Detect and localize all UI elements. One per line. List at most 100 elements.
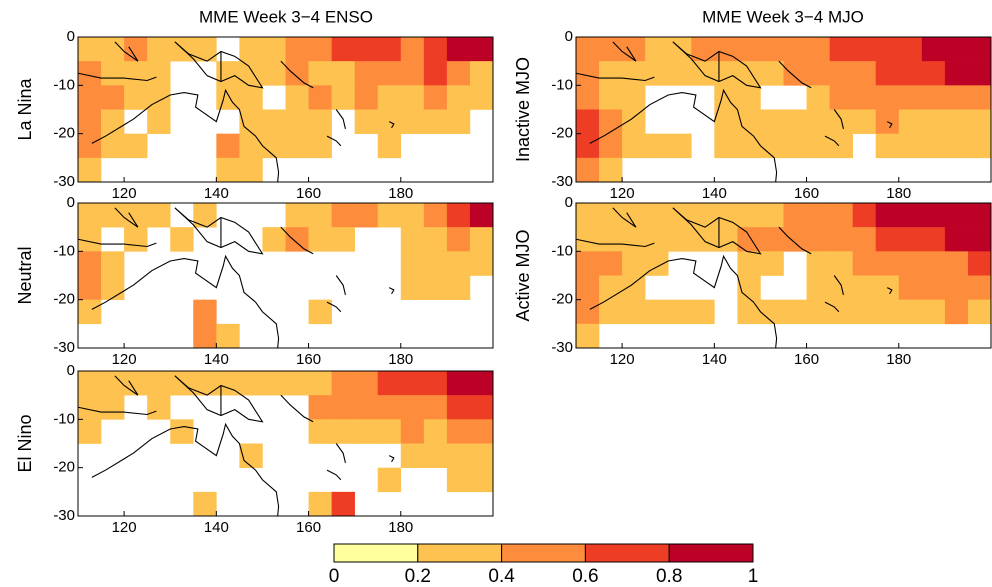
grid-cell (875, 37, 900, 62)
grid-cell (852, 109, 877, 134)
grid-cell (576, 203, 600, 228)
grid-cell (645, 37, 669, 62)
colorbar-swatch (333, 543, 419, 563)
grid-cell (875, 203, 900, 228)
grid-cell (124, 85, 148, 110)
grid-cell (193, 203, 217, 228)
y-tick-label: 0 (67, 28, 75, 45)
grid-cell (308, 109, 332, 134)
grid-cell (423, 203, 448, 228)
grid-cell (921, 109, 946, 134)
grid-cell (875, 251, 900, 276)
grid-cell (852, 61, 877, 86)
grid-cell (469, 227, 494, 252)
panel-label: Neutral (15, 246, 35, 304)
grid-cell (645, 227, 669, 252)
grid-cell (599, 85, 623, 110)
grid-cell (400, 203, 425, 228)
grid-cell (400, 443, 425, 468)
grid-cell (714, 37, 738, 62)
grid-cell (760, 203, 784, 228)
grid-cell (469, 443, 494, 468)
grid-cell (308, 491, 332, 517)
grid-cell (101, 275, 125, 300)
grid-cell (760, 61, 784, 86)
panel-label: El Nino (15, 414, 35, 472)
grid-cell (377, 37, 402, 62)
grid-cell (446, 85, 471, 110)
x-tick-label: 120 (112, 519, 137, 536)
grid-cell (147, 37, 171, 62)
grid-cell (147, 61, 171, 86)
grid-cell (377, 133, 402, 159)
x-tick-label: 180 (388, 351, 413, 368)
grid-cell (101, 251, 125, 276)
x-tick-label: 120 (610, 351, 635, 368)
grid-cell (921, 299, 946, 325)
grid-cell (829, 251, 853, 276)
grid-cell (331, 61, 355, 86)
grid-cell (308, 85, 332, 110)
y-tick-label: 0 (67, 362, 75, 379)
grid-cell (576, 275, 600, 300)
grid-cell (331, 203, 355, 228)
grid-cell (829, 61, 853, 86)
grid-cell (737, 203, 761, 228)
grid-cell (216, 157, 240, 183)
grid-cell (331, 227, 355, 252)
grid-cell (668, 203, 692, 228)
y-tick-label: -10 (53, 76, 75, 93)
grid-cell (599, 109, 623, 134)
grid-cell (78, 395, 102, 420)
grid-cell (331, 371, 355, 396)
grid-cell (400, 37, 425, 62)
grid-cell (806, 85, 830, 110)
grid-cell (216, 371, 240, 396)
grid-cell (147, 109, 171, 134)
grid-cell (691, 37, 715, 62)
grid-cell (668, 299, 692, 325)
panel-frame (575, 36, 992, 183)
grid-cell (645, 61, 669, 86)
x-tick-label: 180 (886, 185, 911, 202)
grid-cell (354, 85, 379, 110)
grid-cell (645, 203, 669, 228)
grid-cell (101, 203, 125, 228)
grid-cell (576, 227, 600, 252)
grid-cell (101, 133, 125, 159)
grid-cell (714, 61, 738, 86)
grid-cell (875, 299, 900, 325)
grid-cell (668, 133, 692, 159)
grid-cell (423, 419, 448, 444)
colorbar-swatch (584, 543, 670, 563)
grid-cell (331, 395, 355, 420)
grid-cell (967, 37, 992, 62)
grid-cell (852, 227, 877, 252)
grid-cell (829, 85, 853, 110)
grid-cell (469, 467, 494, 493)
grid-cell (783, 203, 807, 228)
grid-cell (101, 395, 125, 420)
grid-cell (377, 419, 402, 444)
grid-cell (377, 395, 402, 420)
x-tick-label: 140 (204, 519, 229, 536)
grid-cell (760, 37, 784, 62)
grid-cell (944, 61, 969, 86)
grid-cell (806, 299, 830, 325)
grid-cell (78, 251, 102, 276)
grid-cell (737, 299, 761, 325)
grid-cell (714, 133, 738, 159)
grid-cell (124, 133, 148, 159)
grid-cell (599, 157, 623, 183)
grid-cell (377, 61, 402, 86)
grid-cell (599, 133, 623, 159)
grid-cell (354, 61, 379, 86)
grid-cell (354, 395, 379, 420)
grid-cell (308, 419, 332, 444)
grid-cell (737, 251, 761, 276)
grid-cell (239, 133, 263, 159)
grid-cell (147, 395, 171, 420)
x-tick-label: 120 (112, 185, 137, 202)
grid-cell (944, 275, 969, 300)
